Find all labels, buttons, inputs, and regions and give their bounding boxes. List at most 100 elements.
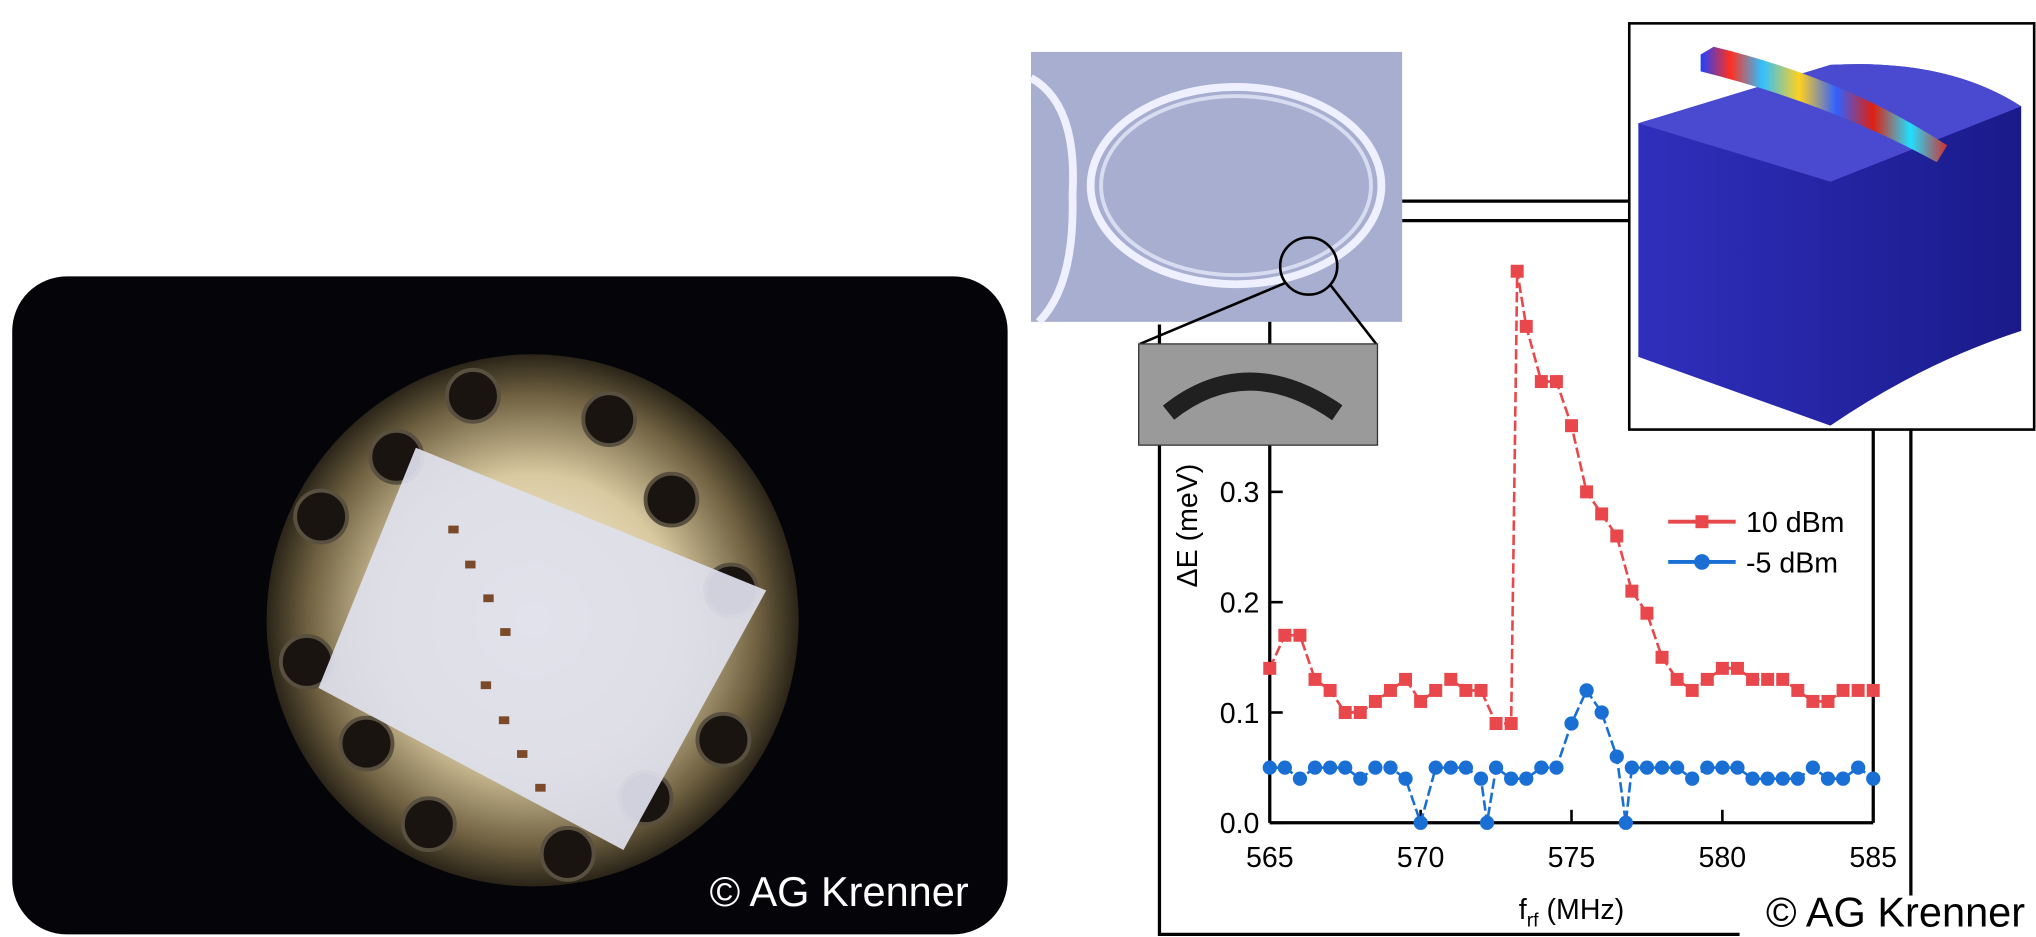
marker — [1851, 761, 1865, 775]
marker — [1278, 629, 1291, 642]
legend-marker — [1694, 554, 1710, 570]
marker — [1776, 772, 1790, 786]
marker — [1625, 585, 1638, 598]
marker — [1565, 419, 1578, 432]
marker — [1619, 816, 1633, 830]
marker — [1821, 695, 1834, 708]
marker — [1490, 717, 1503, 730]
marker — [1383, 761, 1397, 775]
marker — [1564, 716, 1578, 730]
y-tick-label: 0.3 — [1220, 477, 1260, 509]
marker — [1776, 673, 1789, 686]
marker — [1610, 749, 1624, 763]
marker — [1580, 485, 1593, 498]
marker — [1309, 673, 1322, 686]
marker — [1459, 684, 1472, 697]
marker — [1444, 761, 1458, 775]
marker — [1806, 695, 1819, 708]
marker — [1701, 673, 1714, 686]
sem-image — [1031, 52, 1402, 445]
marker — [1339, 706, 1352, 719]
y-tick-label: 0.1 — [1220, 698, 1260, 730]
fem-image — [1629, 23, 2034, 429]
x-tick-label: 585 — [1849, 842, 1897, 874]
marker — [1413, 816, 1427, 830]
x-tick-label: 580 — [1699, 842, 1747, 874]
marker — [1836, 772, 1850, 786]
marker — [1791, 684, 1804, 697]
marker — [1595, 705, 1609, 719]
marker — [1414, 695, 1427, 708]
marker — [1293, 772, 1307, 786]
marker — [1716, 662, 1729, 675]
marker — [1746, 673, 1759, 686]
photo-credit: © AG Krenner — [710, 868, 969, 915]
marker — [1731, 662, 1744, 675]
marker — [1489, 761, 1503, 775]
legend-label: 10 dBm — [1746, 507, 1844, 539]
marker — [1866, 772, 1880, 786]
marker — [1474, 684, 1487, 697]
marker — [1354, 706, 1367, 719]
marker — [1760, 772, 1774, 786]
y-tick-label: 0.0 — [1220, 808, 1260, 840]
marker — [1670, 761, 1684, 775]
marker — [1655, 761, 1669, 775]
marker — [1263, 662, 1276, 675]
marker — [1384, 684, 1397, 697]
marker — [1595, 507, 1608, 520]
marker — [1625, 761, 1639, 775]
marker — [1686, 684, 1699, 697]
marker — [1519, 772, 1533, 786]
marker — [1444, 673, 1457, 686]
marker — [1474, 772, 1488, 786]
marker — [1852, 684, 1865, 697]
marker — [1505, 717, 1518, 730]
marker — [1398, 772, 1412, 786]
y-axis-label: ΔE (meV) — [1172, 464, 1204, 588]
legend-marker — [1695, 515, 1708, 528]
marker — [1368, 761, 1382, 775]
marker — [1323, 761, 1337, 775]
marker — [1480, 816, 1494, 830]
marker — [1338, 761, 1352, 775]
x-tick-label: 575 — [1548, 842, 1596, 874]
marker — [1308, 761, 1322, 775]
marker — [1459, 761, 1473, 775]
legend-label: -5 dBm — [1746, 547, 1838, 579]
marker — [1369, 695, 1382, 708]
marker — [1671, 673, 1684, 686]
marker — [1353, 772, 1367, 786]
page: {"chart_data": {"type": "line", "x_label… — [0, 0, 2036, 937]
marker — [1685, 772, 1699, 786]
marker — [1293, 629, 1306, 642]
x-axis-label-part: (MHz) — [1539, 894, 1625, 926]
marker — [1640, 761, 1654, 775]
marker — [1534, 761, 1548, 775]
marker — [1399, 673, 1412, 686]
marker — [1715, 761, 1729, 775]
marker — [1700, 761, 1714, 775]
marker — [1504, 772, 1518, 786]
marker — [1761, 673, 1774, 686]
photo: © AG Krenner — [12, 276, 1007, 934]
marker — [1549, 761, 1563, 775]
x-axis-label: frf (MHz) — [1519, 894, 1624, 932]
x-axis-label-part: f — [1519, 894, 1527, 926]
figure: © AG Krenner 5655705755805850.00.10.20.3… — [0, 0, 2036, 937]
marker — [1579, 683, 1593, 697]
marker — [1278, 761, 1292, 775]
marker — [1656, 651, 1669, 664]
marker — [1520, 320, 1533, 333]
marker — [1550, 375, 1563, 388]
marker — [1730, 761, 1744, 775]
marker — [1511, 265, 1524, 278]
marker — [1429, 684, 1442, 697]
marker — [1324, 684, 1337, 697]
marker — [1867, 684, 1880, 697]
x-tick-label: 570 — [1397, 842, 1445, 874]
marker — [1610, 529, 1623, 542]
x-axis-label-part: rf — [1527, 910, 1539, 932]
y-tick-label: 0.2 — [1220, 588, 1260, 620]
figure-credit: © AG Krenner — [1766, 889, 2025, 936]
